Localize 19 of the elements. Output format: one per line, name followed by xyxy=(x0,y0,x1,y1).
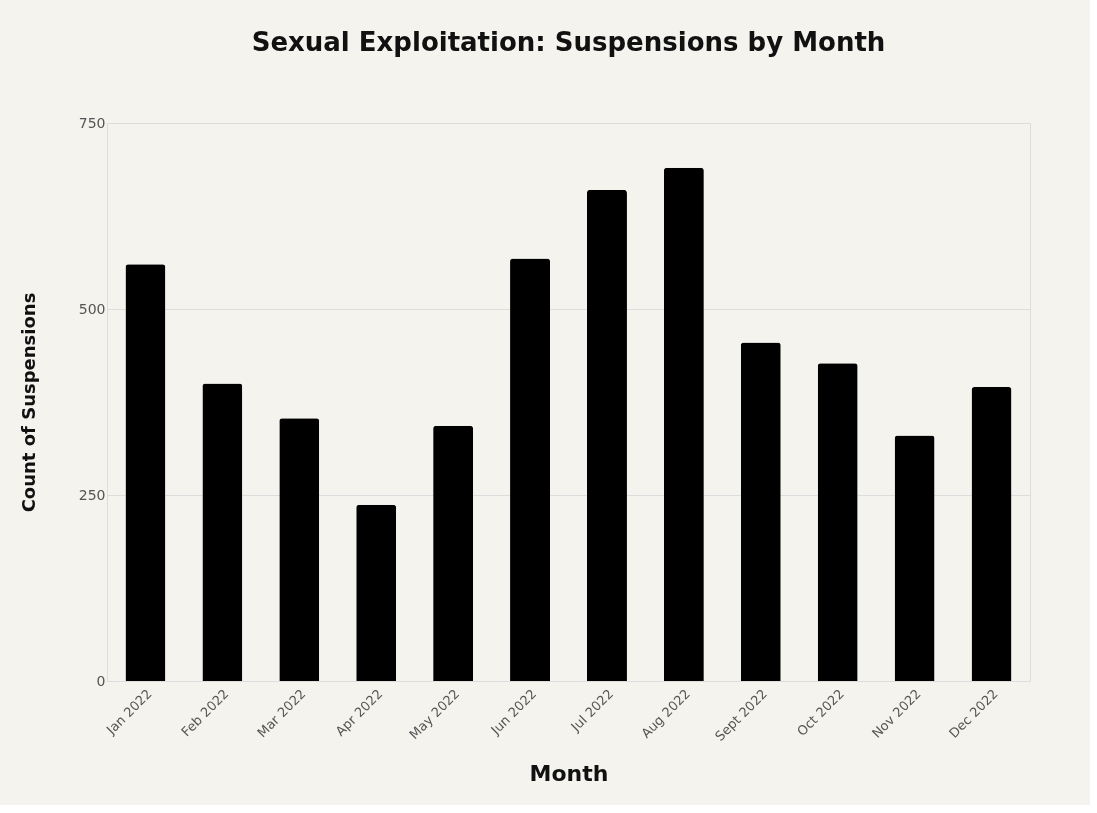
y-tick-label: 750 xyxy=(78,114,106,131)
x-axis-title: Month xyxy=(529,760,609,786)
y-tick-label: 500 xyxy=(78,300,106,317)
bar xyxy=(894,435,935,681)
bar xyxy=(202,383,243,681)
chart-title: Sexual Exploitation: Suspensions by Month xyxy=(251,27,886,57)
bar xyxy=(510,258,551,681)
bar xyxy=(125,264,166,681)
y-tick-label: 250 xyxy=(78,486,106,503)
bar xyxy=(279,418,320,681)
bar xyxy=(740,342,781,681)
bar xyxy=(971,387,1012,681)
bar xyxy=(817,363,858,681)
y-tick-label: 0 xyxy=(96,672,106,689)
y-axis-title: Count of Suspensions xyxy=(17,292,39,513)
bar xyxy=(433,425,474,681)
bar xyxy=(586,189,627,681)
bar xyxy=(356,504,397,681)
bar xyxy=(663,167,704,681)
